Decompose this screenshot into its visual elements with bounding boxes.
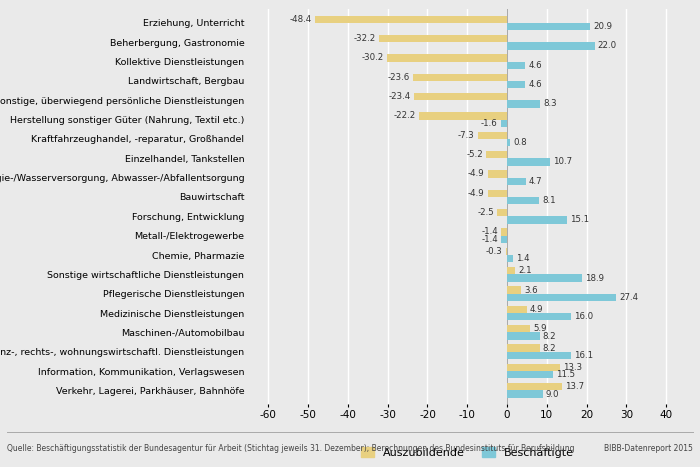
Text: 3.6: 3.6	[524, 285, 538, 295]
Bar	[501, 228, 507, 236]
Bar	[500, 120, 507, 127]
Text: 8.2: 8.2	[542, 332, 556, 340]
Bar	[387, 54, 507, 62]
Bar	[507, 177, 526, 185]
Text: 18.9: 18.9	[585, 274, 604, 283]
Text: -2.5: -2.5	[477, 208, 494, 217]
Bar	[414, 93, 507, 100]
Bar	[506, 248, 507, 255]
Text: -22.2: -22.2	[393, 112, 416, 120]
Text: -48.4: -48.4	[289, 14, 312, 24]
Text: 16.0: 16.0	[574, 312, 593, 321]
Bar	[507, 274, 582, 282]
Text: -32.2: -32.2	[354, 34, 376, 43]
Text: -30.2: -30.2	[361, 53, 384, 63]
Bar	[507, 197, 539, 205]
Text: 4.6: 4.6	[528, 80, 542, 89]
Text: 5.9: 5.9	[533, 324, 547, 333]
Text: 13.3: 13.3	[563, 363, 582, 372]
Bar	[507, 294, 616, 301]
Text: 9.0: 9.0	[546, 389, 559, 399]
Text: -4.9: -4.9	[468, 170, 484, 178]
Text: 4.7: 4.7	[529, 177, 542, 186]
Bar	[507, 139, 510, 146]
Bar	[478, 132, 507, 139]
Bar	[379, 35, 507, 42]
Text: 8.1: 8.1	[542, 196, 556, 205]
Text: -7.3: -7.3	[458, 131, 475, 140]
Text: BIBB-Datenreport 2015: BIBB-Datenreport 2015	[604, 444, 693, 453]
Bar	[507, 390, 542, 398]
Text: 11.5: 11.5	[556, 370, 575, 379]
Bar	[507, 42, 594, 50]
Bar	[507, 383, 561, 390]
Text: -5.2: -5.2	[466, 150, 483, 159]
Bar	[507, 81, 525, 88]
Bar	[507, 100, 540, 107]
Text: 27.4: 27.4	[620, 293, 638, 302]
Text: -0.3: -0.3	[486, 247, 503, 256]
Text: 8.3: 8.3	[543, 99, 556, 108]
Bar	[507, 286, 522, 294]
Text: -4.9: -4.9	[468, 189, 484, 198]
Bar	[507, 313, 570, 320]
Text: 2.1: 2.1	[519, 266, 532, 275]
Text: 4.9: 4.9	[530, 305, 543, 314]
Bar	[507, 325, 531, 333]
Text: 8.2: 8.2	[542, 344, 556, 353]
Bar	[507, 344, 540, 352]
Bar	[507, 352, 571, 359]
Text: Quelle: Beschäftigungsstatistik der Bundesagentur für Arbeit (Stichtag jeweils 3: Quelle: Beschäftigungsstatistik der Bund…	[7, 444, 575, 453]
Bar	[507, 333, 540, 340]
Bar	[487, 170, 507, 177]
Text: 10.7: 10.7	[553, 157, 572, 166]
Text: -1.4: -1.4	[482, 227, 498, 236]
Bar	[314, 15, 507, 23]
Bar	[419, 112, 507, 120]
Bar	[507, 364, 560, 371]
Bar	[507, 255, 512, 262]
Text: -1.6: -1.6	[481, 119, 498, 128]
Bar	[507, 216, 567, 224]
Bar	[507, 23, 590, 30]
Text: 22.0: 22.0	[598, 42, 617, 50]
Bar	[501, 236, 507, 243]
Text: 4.6: 4.6	[528, 61, 542, 70]
Text: -1.4: -1.4	[482, 235, 498, 244]
Text: 15.1: 15.1	[570, 215, 589, 225]
Bar	[507, 267, 515, 274]
Text: 0.8: 0.8	[513, 138, 527, 147]
Bar	[507, 62, 525, 69]
Text: -23.4: -23.4	[389, 92, 411, 101]
Bar	[497, 209, 507, 216]
Text: 20.9: 20.9	[594, 22, 612, 31]
Text: 16.1: 16.1	[574, 351, 594, 360]
Bar	[486, 151, 507, 158]
Bar	[487, 190, 507, 197]
Text: -23.6: -23.6	[388, 73, 410, 82]
Text: 1.4: 1.4	[516, 254, 529, 263]
Legend: Auszubildende, Beschäftigte: Auszubildende, Beschäftigte	[356, 443, 578, 462]
Bar	[413, 74, 507, 81]
Bar	[507, 371, 553, 378]
Bar	[507, 306, 526, 313]
Bar	[507, 158, 550, 166]
Text: 13.7: 13.7	[565, 382, 584, 391]
